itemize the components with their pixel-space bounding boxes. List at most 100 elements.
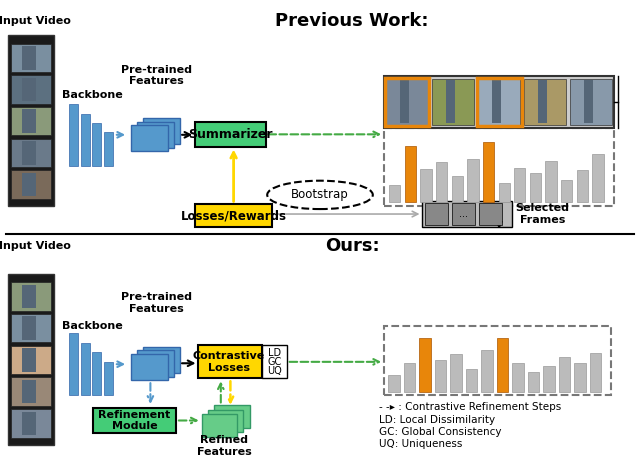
Bar [524,79,566,125]
Text: Refined
Features: Refined Features [196,435,252,457]
Bar [93,408,176,433]
Bar [104,132,113,166]
Bar [11,75,51,104]
Bar [81,114,90,166]
Bar [11,409,51,438]
Bar [11,139,51,167]
Bar [432,79,474,125]
Text: UQ: Uniqueness: UQ: Uniqueness [379,438,462,449]
Bar [467,159,479,202]
Bar [584,80,593,123]
Bar [11,44,51,72]
Bar [22,285,36,308]
Bar [384,128,614,206]
Bar [131,125,168,151]
Bar [420,169,431,202]
Bar [137,350,174,377]
Bar [538,80,547,123]
Bar [8,274,54,445]
Bar [11,314,51,342]
Text: Refinement
Module: Refinement Module [99,410,170,431]
Bar [561,180,572,202]
Text: - -▸ : Contrastive Refinement Steps: - -▸ : Contrastive Refinement Steps [379,402,561,412]
Bar [22,380,36,403]
Bar [514,168,525,202]
Bar [481,350,493,392]
Text: Input Video: Input Video [0,241,71,251]
Bar [11,377,51,406]
Text: Previous Work:: Previous Work: [275,12,429,30]
Text: Bootstrap: Bootstrap [291,188,349,201]
Bar [198,345,262,378]
Bar [195,204,272,227]
Bar [143,347,180,373]
Bar [575,363,586,392]
Bar [570,79,612,125]
Bar [436,162,447,202]
Bar [419,338,431,392]
Bar [404,363,415,392]
Text: Losses/Rewards: Losses/Rewards [180,209,287,222]
Text: UQ: UQ [267,366,282,376]
Ellipse shape [268,181,372,209]
Bar [195,122,266,147]
Bar [22,173,36,196]
Text: Pre-trained
Features: Pre-trained Features [122,65,192,87]
Bar [11,107,51,135]
Bar [81,343,90,395]
Text: Pre-trained
Features: Pre-trained Features [122,292,192,314]
Bar [385,78,429,126]
Bar [530,173,541,202]
Bar [22,348,36,372]
Bar [22,141,36,165]
Bar [22,316,36,340]
Bar [451,354,461,392]
Text: Selected
Frames: Selected Frames [516,203,570,225]
Bar [11,282,51,311]
Bar [143,118,180,144]
Bar [22,109,36,133]
Text: GC: GC [268,357,282,367]
Bar [400,80,409,123]
Bar [590,352,601,392]
Text: Ours:: Ours: [324,237,380,255]
Bar [452,176,463,202]
Bar [137,122,174,148]
Bar [435,360,446,392]
Bar [483,141,494,202]
Text: Backbone: Backbone [63,321,123,332]
Bar [131,354,168,380]
Bar [262,345,287,378]
Bar [466,369,477,392]
Bar [425,203,448,225]
Bar [528,372,539,392]
Bar [446,80,455,123]
Bar [384,76,614,128]
Bar [492,80,501,123]
Bar [545,161,557,202]
Bar [208,410,243,432]
Bar [388,375,399,392]
Bar [92,123,101,166]
Text: LD: Local Dissimilarity: LD: Local Dissimilarity [379,415,495,425]
Bar [22,78,36,101]
Text: GC: Global Consistency: GC: Global Consistency [379,427,501,437]
Bar [389,185,401,202]
Bar [499,183,510,202]
Bar [593,154,604,202]
Bar [11,346,51,374]
Text: Summarizer: Summarizer [188,128,273,141]
Bar [422,201,512,227]
Bar [69,104,78,166]
Bar [69,333,78,395]
Bar [479,203,502,225]
Bar [104,362,113,395]
Bar [452,203,475,225]
Bar [559,357,570,392]
Bar [22,46,36,70]
Bar [404,146,416,202]
Bar [497,338,508,392]
Text: ...: ... [459,209,468,219]
Bar [386,79,428,125]
Bar [513,363,524,392]
